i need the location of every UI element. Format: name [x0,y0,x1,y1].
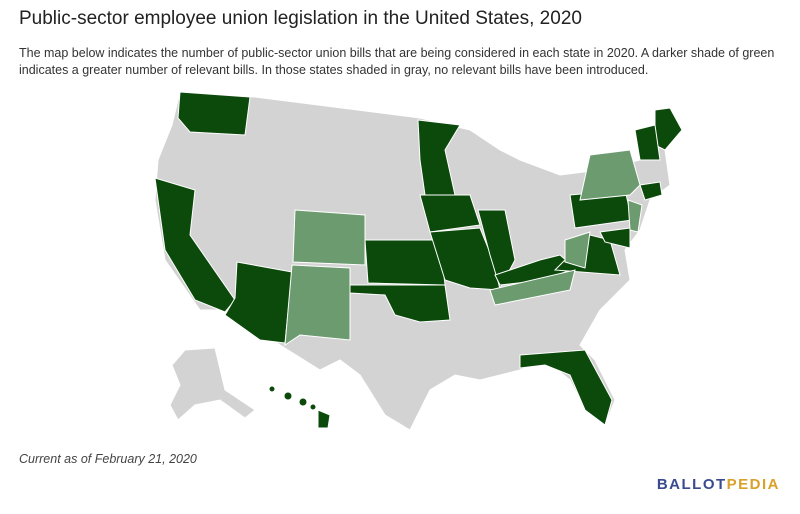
logo-first: BALLOT [656,476,727,493]
dark-states [154,91,683,426]
title: Public-sector employee union legislation… [19,8,582,29]
hawaii [268,385,331,429]
medium-states [284,149,643,346]
description: The map below indicates the number of pu… [19,46,775,77]
logo: BALLOTPEDIA [657,476,780,493]
alaska [169,347,256,421]
logo-second: PEDIA [726,476,780,493]
footnote: Current as of February 21, 2020 [19,452,197,466]
